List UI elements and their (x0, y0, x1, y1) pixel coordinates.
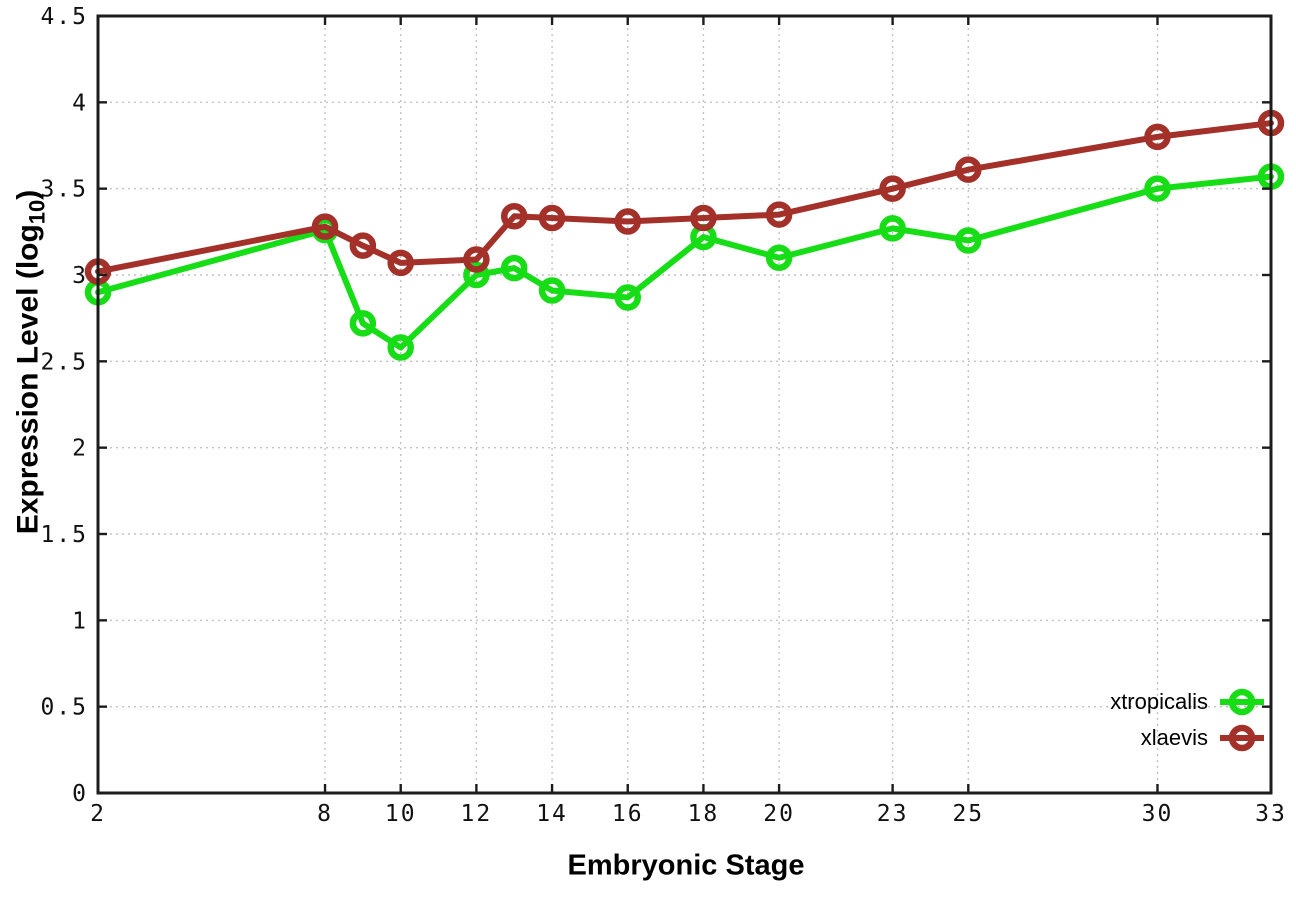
data-point-xtropicalis (349, 310, 377, 337)
y-tick-label: 4 (72, 90, 88, 116)
y-axis-title: Expression Level (log10) (12, 190, 51, 535)
x-tick-label: 10 (385, 801, 417, 827)
data-point-xtropicalis (765, 244, 793, 271)
series-marker-icon (1220, 688, 1264, 716)
data-point-xlaevis (463, 246, 490, 273)
y-axis-title-subscript: 10 (24, 199, 50, 225)
x-tick-label: 33 (1255, 801, 1287, 827)
data-point-xlaevis (538, 204, 566, 232)
y-axis-title-text: Expression Level (log (11, 224, 45, 535)
x-tick-label: 12 (461, 801, 493, 827)
y-tick-label: 2 (72, 436, 88, 462)
x-tick-label: 16 (612, 801, 644, 827)
legend-item-xtropicalis: xtropicalis (1110, 684, 1266, 720)
y-tick-label: 3.5 (40, 177, 88, 203)
data-point-xtropicalis (879, 215, 906, 242)
data-point-xlaevis (614, 208, 641, 235)
data-point-xlaevis (349, 232, 377, 259)
series-marker-icon (1220, 724, 1264, 752)
series-line-xtropicalis (95, 173, 1274, 351)
legend-label: xlaevis (1140, 725, 1208, 750)
plot-border (96, 14, 1273, 795)
legend-item-xlaevis: xlaevis (1141, 720, 1266, 756)
data-point-xlaevis (690, 204, 717, 232)
data-point-xtropicalis (463, 261, 490, 289)
x-tick-label: 18 (688, 801, 720, 827)
data-point-xlaevis (879, 175, 906, 202)
data-point-xtropicalis (387, 334, 414, 361)
data-point-xtropicalis (614, 284, 641, 311)
y-tick-label: 0 (72, 781, 88, 807)
data-point-xlaevis (765, 201, 793, 228)
legend-label: xtropicalis (1110, 689, 1208, 714)
data-point-xlaevis (387, 249, 414, 277)
data-point-xtropicalis (955, 227, 982, 254)
data-point-xlaevis (1144, 123, 1171, 151)
data-point-xtropicalis (1144, 175, 1171, 202)
y-tick-label: 3 (72, 263, 88, 289)
x-tick-label: 20 (763, 801, 795, 827)
x-tick-label: 23 (877, 801, 909, 827)
data-point-xlaevis (500, 203, 528, 230)
y-tick-label: 1 (72, 608, 88, 634)
x-tick-label: 14 (536, 801, 568, 827)
y-tick-label: 0.5 (40, 695, 88, 721)
y-tick-label: 2.5 (40, 349, 88, 375)
legend: xtropicalis xlaevis (1110, 684, 1266, 756)
y-tick-label: 4.5 (40, 4, 88, 30)
data-point-xlaevis (955, 156, 982, 183)
x-tick-label: 2 (90, 801, 106, 827)
x-axis-title: Embryonic Stage (567, 849, 805, 882)
x-tick-label: 30 (1142, 801, 1174, 827)
data-point-xtropicalis (500, 254, 528, 282)
x-tick-label: 25 (952, 801, 984, 827)
y-tick-label: 1.5 (40, 522, 88, 548)
y-axis-title-suffix: ) (11, 189, 45, 200)
data-point-xlaevis (311, 213, 339, 240)
x-tick-label: 8 (317, 801, 333, 827)
data-point-xtropicalis (538, 277, 566, 304)
